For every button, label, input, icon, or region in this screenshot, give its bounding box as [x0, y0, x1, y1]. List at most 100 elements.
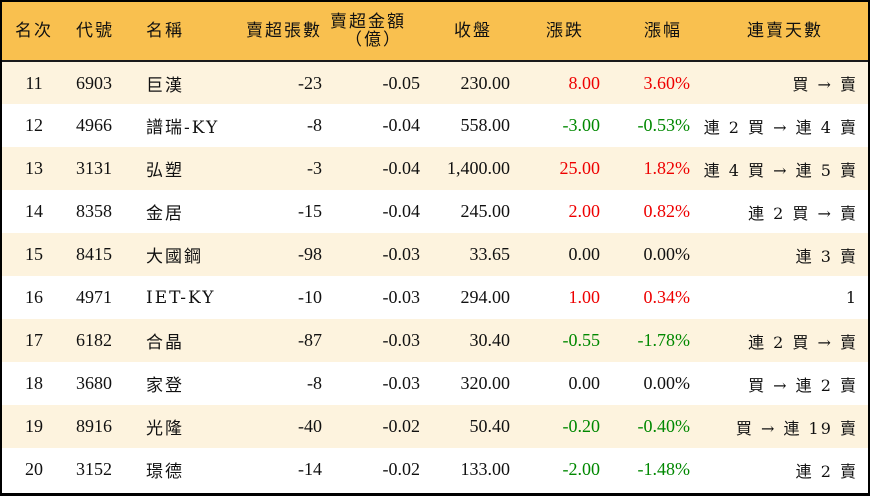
cell-streak-days: 連 4 買 → 連 5 賣 [703, 160, 858, 180]
cell-close: 50.40 [469, 416, 511, 436]
cell-rank: 11 [25, 72, 43, 93]
table-row[interactable]: 12 4966 譜瑞-KY -8 -0.04 558.00 -3.00 -0.5… [2, 104, 868, 147]
cell-streak-days: 連 3 賣 [795, 246, 858, 266]
cell-streak-days: 連 2 買 → 賣 [748, 332, 858, 352]
cell-code: 4966 [76, 115, 112, 135]
cell-close: 1,400.00 [447, 158, 510, 178]
header-code: 代號 [76, 21, 114, 41]
header-change-pct: 漲幅 [644, 21, 682, 41]
table-row[interactable]: 16 4971 IET-KY -10 -0.03 294.00 1.00 0.3… [2, 276, 868, 319]
cell-change-pct: 0.00% [643, 373, 691, 393]
cell-name: 金居 [146, 204, 184, 224]
cell-name: IET-KY [146, 287, 216, 308]
cell-change: 8.00 [568, 72, 601, 93]
cell-streak-days: 1 [845, 288, 858, 307]
cell-change: -0.20 [562, 416, 601, 436]
cell-streak-days: 買 → 連 2 賣 [748, 375, 858, 395]
cell-net-sell-shares: -10 [298, 287, 322, 307]
cell-rank: 20 [25, 459, 43, 479]
header-net-sell-amount: 賣超金額 （億） [322, 2, 422, 61]
cell-close: 558.00 [460, 115, 511, 135]
cell-rank: 13 [25, 158, 43, 178]
cell-name: 弘塑 [146, 161, 184, 181]
cell-change-pct: -0.40% [637, 416, 691, 436]
cell-close: 30.40 [469, 330, 511, 350]
table-row[interactable]: 17 6182 合晶 -87 -0.03 30.40 -0.55 -1.78% … [2, 319, 868, 362]
cell-code: 3152 [76, 459, 112, 479]
table-row[interactable]: 19 8916 光隆 -40 -0.02 50.40 -0.20 -0.40% … [2, 405, 868, 448]
cell-net-sell-shares: -23 [298, 72, 322, 93]
cell-change: 1.00 [568, 287, 601, 307]
cell-code: 6182 [76, 330, 112, 350]
cell-net-sell-amount: -0.02 [382, 416, 421, 436]
cell-rank: 19 [25, 416, 43, 436]
cell-name: 合晶 [146, 333, 184, 353]
cell-rank: 17 [25, 330, 43, 350]
cell-net-sell-shares: -3 [307, 158, 322, 178]
cell-change-pct: -0.53% [637, 115, 691, 135]
table-header-row: 名次 代號 名稱 賣超張數 賣超金額 （億） 收盤 漲跌 漲幅 連賣天數 [2, 2, 868, 61]
cell-close: 33.65 [469, 244, 511, 264]
cell-streak-days: 連 2 買 → 賣 [748, 203, 858, 223]
cell-change: -2.00 [562, 459, 601, 479]
cell-net-sell-shares: -98 [298, 244, 322, 264]
cell-change-pct: 0.34% [643, 287, 691, 307]
cell-net-sell-shares: -8 [307, 373, 322, 393]
cell-code: 6903 [76, 72, 112, 93]
cell-streak-days: 連 2 賣 [795, 461, 858, 481]
cell-net-sell-amount: -0.04 [382, 115, 421, 135]
cell-streak-days: 買 → 賣 [792, 75, 858, 94]
cell-name: 譜瑞-KY [146, 118, 220, 138]
cell-code: 3131 [76, 158, 112, 178]
table-row[interactable]: 18 3680 家登 -8 -0.03 320.00 0.00 0.00% 買 … [2, 362, 868, 405]
cell-streak-days: 連 2 買 → 連 4 賣 [703, 117, 858, 137]
cell-rank: 15 [25, 244, 43, 264]
header-close: 收盤 [454, 21, 492, 41]
table-row[interactable]: 13 3131 弘塑 -3 -0.04 1,400.00 25.00 1.82%… [2, 147, 868, 190]
cell-close: 320.00 [460, 373, 511, 393]
cell-code: 8358 [76, 201, 112, 221]
cell-code: 4971 [76, 287, 112, 307]
table-row[interactable]: 14 8358 金居 -15 -0.04 245.00 2.00 0.82% 連… [2, 190, 868, 233]
table-row[interactable]: 15 8415 大國鋼 -98 -0.03 33.65 0.00 0.00% 連… [2, 233, 868, 276]
cell-net-sell-amount: -0.02 [382, 459, 421, 479]
cell-name: 光隆 [146, 419, 184, 439]
header-streak-days: 連賣天數 [747, 21, 823, 41]
cell-rank: 14 [25, 201, 43, 221]
cell-code: 3680 [76, 373, 112, 393]
cell-net-sell-amount: -0.05 [382, 72, 421, 93]
cell-net-sell-shares: -14 [298, 459, 322, 479]
header-net-sell-amount-unit: （億） [345, 30, 402, 50]
cell-rank: 18 [25, 373, 43, 393]
cell-net-sell-shares: -87 [298, 330, 322, 350]
cell-change-pct: 0.00% [643, 244, 691, 264]
header-net-sell-amount-label: 賣超金額 [330, 12, 406, 32]
cell-change: -0.55 [562, 330, 601, 350]
cell-close: 294.00 [460, 287, 511, 307]
cell-name: 巨漢 [146, 75, 184, 96]
cell-net-sell-amount: -0.04 [382, 201, 421, 221]
cell-close: 133.00 [460, 459, 511, 479]
header-net-sell-shares: 賣超張數 [246, 21, 322, 41]
cell-change-pct: -1.48% [637, 459, 691, 479]
cell-change-pct: 0.82% [643, 201, 691, 221]
cell-rank: 16 [25, 287, 43, 307]
cell-streak-days: 買 → 連 19 賣 [735, 418, 858, 438]
cell-net-sell-shares: -15 [298, 201, 322, 221]
cell-net-sell-amount: -0.04 [382, 158, 421, 178]
cell-change: -3.00 [562, 115, 601, 135]
cell-change: 2.00 [568, 201, 601, 221]
cell-change: 0.00 [568, 373, 601, 393]
cell-change-pct: 1.82% [643, 158, 691, 178]
cell-net-sell-shares: -40 [298, 416, 322, 436]
cell-net-sell-amount: -0.03 [382, 287, 421, 307]
cell-code: 8916 [76, 416, 112, 436]
cell-change: 25.00 [559, 158, 601, 178]
header-name: 名稱 [146, 21, 184, 41]
cell-change-pct: 3.60% [643, 72, 691, 93]
table-row[interactable]: 20 3152 璟德 -14 -0.02 133.00 -2.00 -1.48%… [2, 448, 868, 491]
cell-name: 大國鋼 [146, 247, 203, 267]
table-row[interactable]: 11 6903 巨漢 -23 -0.05 230.00 8.00 3.60% 買… [2, 61, 868, 104]
cell-net-sell-amount: -0.03 [382, 373, 421, 393]
cell-change: 0.00 [568, 244, 601, 264]
